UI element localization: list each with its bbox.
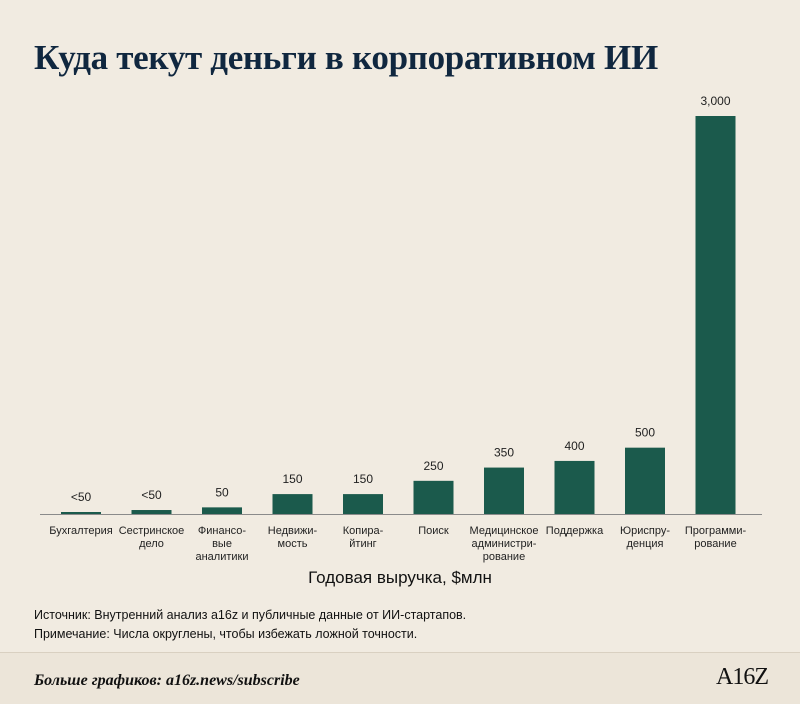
bar-4 [343,494,383,514]
bar-value-label-1: <50 [141,488,162,502]
bar-7 [554,460,595,514]
bar-value-label-9: 3,000 [700,94,730,108]
footer-band [0,652,800,704]
category-label-4: Копира-йтинг [343,525,384,550]
bar-3 [272,494,313,514]
bar-6 [484,467,524,514]
bar-1 [131,510,172,514]
source-note: Источник: Внутренний анализ a16z и публи… [34,608,467,622]
category-label-8: Юриспру-денция [620,525,670,550]
category-label-7: Поддержка [546,525,604,537]
category-label-1: Сестринское дело [119,525,185,550]
bar-value-label-3: 150 [282,472,302,486]
chart-notes: Источник: Внутренний анализ a16z и публи… [34,606,466,644]
precision-note: Примечание: Числа округлены, чтобы избеж… [34,627,418,641]
category-label-6: Медицинское администри-рование [470,525,539,563]
bar-8 [625,447,665,514]
bar-value-label-0: <50 [71,490,92,504]
category-label-0: Бухгалтерия [49,525,113,537]
bar-value-label-8: 500 [635,426,655,440]
bar-value-label-7: 400 [564,439,584,453]
bar-2 [202,507,242,514]
x-axis-title: Годовая выручка, $млн [308,568,492,587]
bar-value-label-4: 150 [353,472,373,486]
category-label-5: Поиск [418,525,449,537]
footer-subscribe-text: Больше графиков: a16z.news/subscribe [34,672,300,689]
bar-value-label-5: 250 [423,459,443,473]
category-label-9: Программи-рование [685,525,747,550]
bar-9 [695,116,736,514]
bar-value-label-6: 350 [494,446,514,460]
bar-chart: <50 Бухгалтерия <50 Сестринское дело 50 Финанс… [40,94,762,563]
bar-0 [61,512,101,514]
a16z-logo: A16Z [716,664,769,690]
category-label-2: Финансо-вые аналитики [195,525,248,563]
category-label-3: Недвижи-мость [268,525,318,550]
bar-5 [413,480,454,514]
chart-title: Куда текут деньги в корпоративном ИИ [34,38,658,77]
bar-value-label-2: 50 [215,485,229,499]
